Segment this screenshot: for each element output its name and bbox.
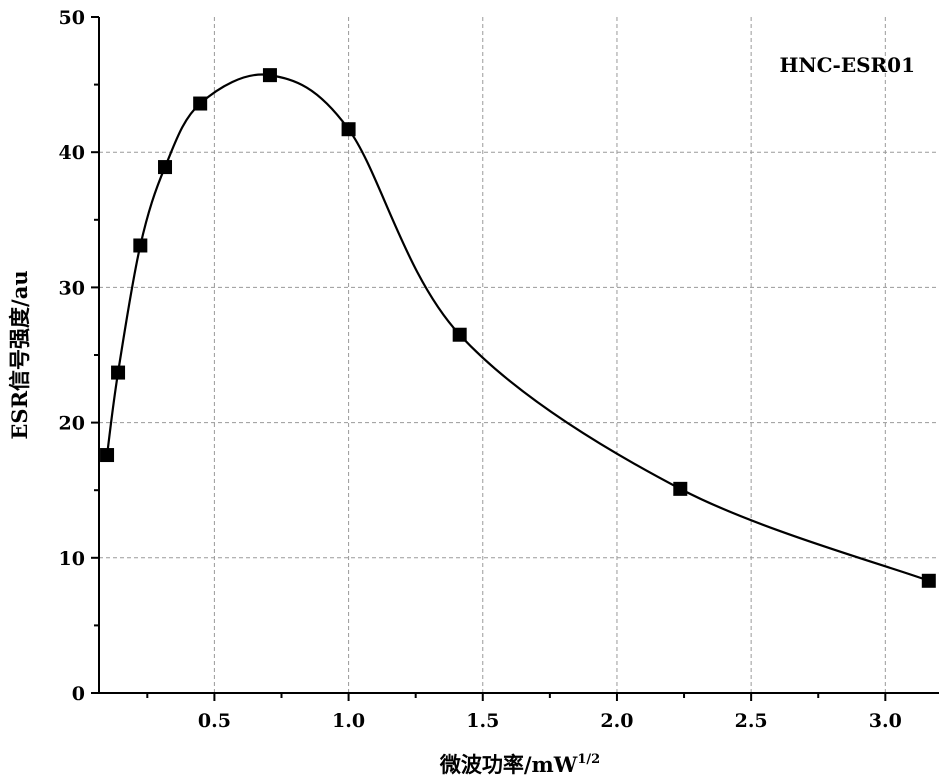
x-axis-title-sup: 1/2 [577, 752, 600, 767]
data-point [452, 327, 467, 342]
grid-layer [99, 17, 939, 693]
x-tick-label: 2.5 [735, 710, 768, 732]
chart-annotation: HNC-ESR01 [779, 53, 915, 77]
data-point [133, 238, 148, 253]
y-tick-label: 40 [59, 142, 85, 164]
x-tick-label: 1.5 [466, 710, 499, 732]
data-point [262, 68, 277, 83]
y-tick-label: 20 [59, 413, 85, 435]
data-point [673, 481, 688, 496]
data-point [921, 573, 936, 588]
x-tick-label: 0.5 [198, 710, 231, 732]
x-tick-label: 3.0 [869, 710, 902, 732]
data-point [341, 122, 356, 137]
ticks-layer: 0.5 1.0 1.5 2.0 2.5 3.0 0 10 20 30 40 50 [59, 7, 902, 732]
points-layer [100, 68, 936, 588]
y-axis-title: ESR信号强度/au [7, 270, 32, 439]
data-point [193, 96, 208, 111]
y-tick-label: 30 [59, 277, 85, 299]
data-point [158, 160, 173, 175]
series-curve [105, 73, 930, 582]
x-tick-label: 2.0 [600, 710, 633, 732]
y-tick-label: 10 [59, 548, 85, 570]
data-point [100, 448, 115, 463]
y-tick-label: 50 [59, 7, 85, 29]
y-tick-label: 0 [72, 683, 85, 705]
x-axis-title-text: 微波功率/mW [439, 752, 578, 777]
x-tick-label: 1.0 [332, 710, 365, 732]
data-point [111, 365, 126, 380]
x-axis-title: 微波功率/mW1/2 [439, 752, 600, 777]
